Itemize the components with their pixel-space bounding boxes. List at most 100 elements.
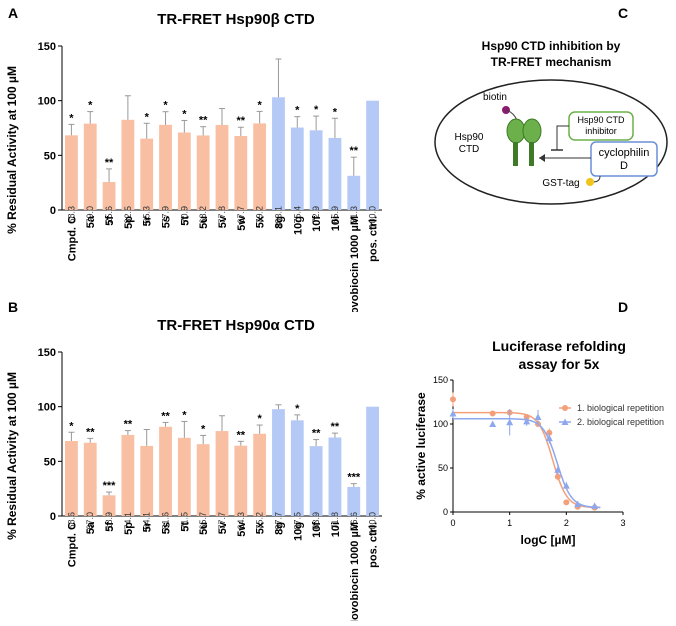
cyclophilin-label-line2: D (620, 160, 628, 172)
category-label: 5r (142, 215, 154, 226)
bar (347, 486, 361, 516)
bar-value-label: 100.0 (368, 206, 378, 229)
data-point (450, 396, 456, 403)
bar (309, 446, 323, 516)
diagram-title-line1: Hsp90 CTD inhibition by (482, 39, 621, 53)
y-tick-label: 100 (433, 419, 448, 429)
bar (328, 437, 342, 516)
significance-label: ** (105, 157, 114, 169)
category-label: pos. ctrl. (368, 216, 380, 262)
bar-value-label: 68.6 (66, 512, 76, 530)
gst-linker (592, 175, 601, 183)
bar (215, 431, 229, 516)
y-tick-label: 0 (443, 507, 448, 517)
category-label: 5f (104, 522, 116, 532)
category-label: 5a (85, 521, 97, 534)
bar (366, 100, 379, 210)
significance-label: * (258, 99, 263, 111)
category-label: 5r (142, 521, 154, 532)
category-label: 5t (179, 216, 191, 226)
y-axis-label: % active luciferase (415, 392, 428, 500)
bar-value-label: 26.6 (349, 512, 359, 530)
significance-label: *** (347, 472, 361, 484)
hsp90-label-line1: Hsp90 (455, 132, 484, 143)
bar-chart-hsp90-beta: A TR-FRET Hsp90β CTD % Residual Activity… (5, 5, 382, 322)
arrow-head-icon (539, 154, 545, 162)
significance-label: ** (331, 421, 340, 433)
panel-label-c: C (618, 5, 628, 21)
bar-value-label: 67.7 (236, 206, 246, 224)
bar (140, 138, 154, 210)
bar (121, 434, 135, 516)
fit-curve (453, 417, 601, 509)
bar (177, 132, 191, 210)
significance-label: * (333, 106, 338, 118)
category-label: 5v (217, 521, 229, 534)
bar-value-label: 100.0 (368, 512, 378, 535)
category-label: 5u (198, 216, 210, 229)
cyclophilin-label-line1: cyclophilin (599, 147, 650, 159)
bar-value-label: 77.8 (217, 206, 227, 224)
y-axis-label: % Residual Activity at 100 µM (5, 372, 19, 540)
significance-label: * (163, 100, 168, 112)
mechanism-ellipse (434, 79, 668, 205)
chart-title: TR-FRET Hsp90α CTD (157, 317, 315, 334)
bar-value-label: 63.9 (311, 512, 321, 530)
category-label: 5v (217, 215, 229, 228)
category-label: 8g (273, 216, 285, 229)
significance-label: *** (103, 480, 117, 492)
significance-label: ** (237, 429, 246, 441)
y-tick-label: 150 (38, 347, 56, 359)
bar-value-label: 31.3 (349, 206, 359, 224)
bar-value-label: 25.6 (104, 206, 114, 224)
cyclophilin-box (590, 141, 658, 177)
bar (215, 124, 229, 210)
data-point (545, 434, 553, 442)
significance-label: * (314, 104, 319, 116)
bar (272, 409, 285, 516)
y-axis-label: % Residual Activity at 100 µM (5, 66, 19, 234)
bar-value-label: 79.0 (85, 206, 95, 224)
bar-value-label: 81.6 (161, 512, 171, 530)
category-label: 5u (198, 522, 210, 535)
bar (290, 127, 304, 210)
bar (102, 182, 116, 210)
category-label: 5a (85, 215, 97, 228)
category-label: Novobiocin 1000 µM (349, 216, 361, 312)
bar (196, 444, 210, 516)
data-point (591, 502, 599, 509)
bar (234, 445, 248, 516)
data-point (489, 410, 496, 417)
data-point (562, 482, 570, 489)
y-tick-label: 150 (38, 41, 56, 53)
category-label: 5s (161, 522, 173, 534)
category-label: 5x (255, 215, 267, 228)
bar-value-label: 67.0 (85, 512, 95, 530)
category-label: 5t (179, 522, 191, 532)
category-label: Novobiocin 1000 µM (349, 522, 361, 621)
bar (140, 445, 154, 516)
bar-value-label: 72.9 (311, 206, 321, 224)
y-tick-label: 100 (38, 402, 56, 414)
chart-title: Luciferase refolding (492, 338, 626, 354)
data-point (489, 420, 497, 427)
y-tick-label: 0 (50, 511, 56, 523)
significance-label: ** (124, 419, 133, 431)
panel-a: A TR-FRET Hsp90β CTD % Residual Activity… (0, 0, 420, 322)
inhibitor-label-line2: inhibitor (585, 126, 617, 136)
category-label: Cmpd. C (66, 216, 78, 261)
x-tick-label: 0 (450, 518, 455, 528)
bar-value-label: 75.2 (255, 512, 265, 530)
category-label: 5w (236, 216, 248, 231)
significance-label: * (295, 403, 300, 415)
significance-label: * (145, 111, 150, 123)
bar-value-label: 68.3 (66, 206, 76, 224)
legend-label: 1. biological repetition (577, 403, 664, 413)
bar (159, 426, 172, 516)
data-point (546, 429, 553, 436)
category-label: 10f (311, 216, 323, 232)
bar-value-label: 74.1 (123, 512, 133, 530)
significance-label: * (182, 108, 187, 120)
panel-label-a: A (8, 5, 18, 21)
category-label: pos. ctrl. (368, 522, 380, 568)
